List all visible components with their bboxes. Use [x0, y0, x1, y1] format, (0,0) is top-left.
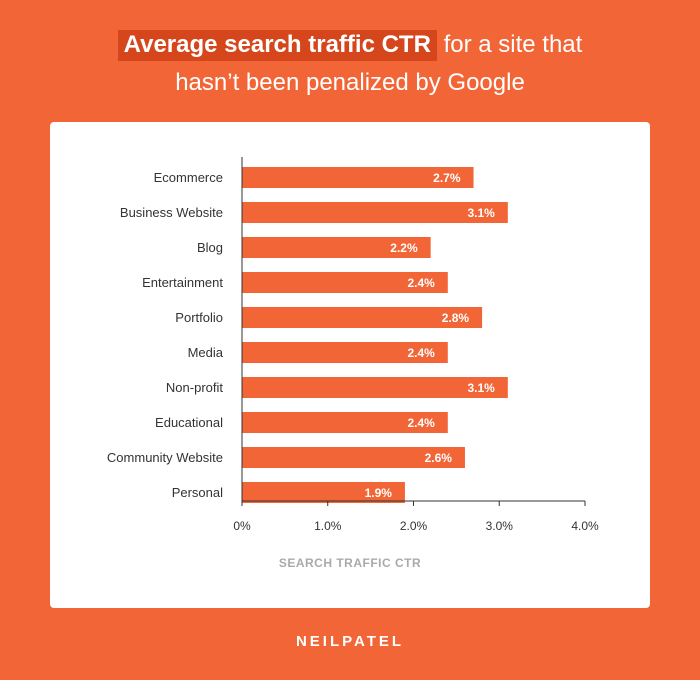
data-label: 3.1%: [467, 206, 495, 220]
x-tick-label: 4.0%: [571, 519, 599, 533]
data-label: 3.1%: [467, 381, 495, 395]
x-tick-label: 3.0%: [486, 519, 514, 533]
category-label: Blog: [197, 240, 223, 255]
bar: [242, 237, 431, 258]
bar-chart: Ecommerce 2.7% Business Website 3.1% Blog 2.2…: [107, 157, 599, 570]
bar: [242, 342, 448, 363]
title-rest: for a site that: [436, 31, 583, 58]
bar: [242, 377, 508, 398]
category-label: Portfolio: [175, 310, 223, 325]
title-line-1: Average search traffic CTR for a site th…: [0, 26, 700, 64]
bar: [242, 272, 448, 293]
bar: [242, 482, 405, 503]
category-label: Media: [188, 345, 224, 360]
data-label: 2.4%: [407, 416, 435, 430]
category-label: Educational: [155, 415, 223, 430]
bar: [242, 412, 448, 433]
data-label: 2.6%: [425, 451, 453, 465]
data-label: 2.7%: [433, 171, 461, 185]
x-tick-label: 1.0%: [314, 519, 342, 533]
brand-logo: NEILPATEL: [295, 633, 405, 650]
data-label: 2.4%: [407, 346, 435, 360]
category-label: Business Website: [120, 205, 223, 220]
category-label: Personal: [172, 485, 223, 500]
chart-title: Average search traffic CTR for a site th…: [0, 26, 700, 102]
bar: [242, 202, 508, 223]
bar: [242, 447, 465, 468]
title-highlight: Average search traffic CTR: [117, 30, 437, 61]
bar: [242, 307, 483, 328]
category-label: Ecommerce: [154, 170, 223, 185]
x-axis-label: SEARCH TRAFFIC CTR: [279, 556, 421, 570]
data-label: 2.8%: [442, 311, 470, 325]
x-tick-label: 0%: [233, 519, 251, 533]
bar: [242, 167, 474, 188]
chart-card: Ecommerce 2.7% Business Website 3.1% Blog 2.2…: [50, 122, 650, 608]
data-label: 2.2%: [390, 241, 418, 255]
category-label: Entertainment: [142, 275, 223, 290]
x-tick-label: 2.0%: [400, 519, 428, 533]
category-label: Non-profit: [166, 380, 223, 395]
data-label: 2.4%: [407, 276, 435, 290]
data-label: 1.9%: [365, 486, 393, 500]
title-line-2: hasn’t been penalized by Google: [175, 69, 525, 96]
category-label: Community Website: [107, 450, 223, 465]
